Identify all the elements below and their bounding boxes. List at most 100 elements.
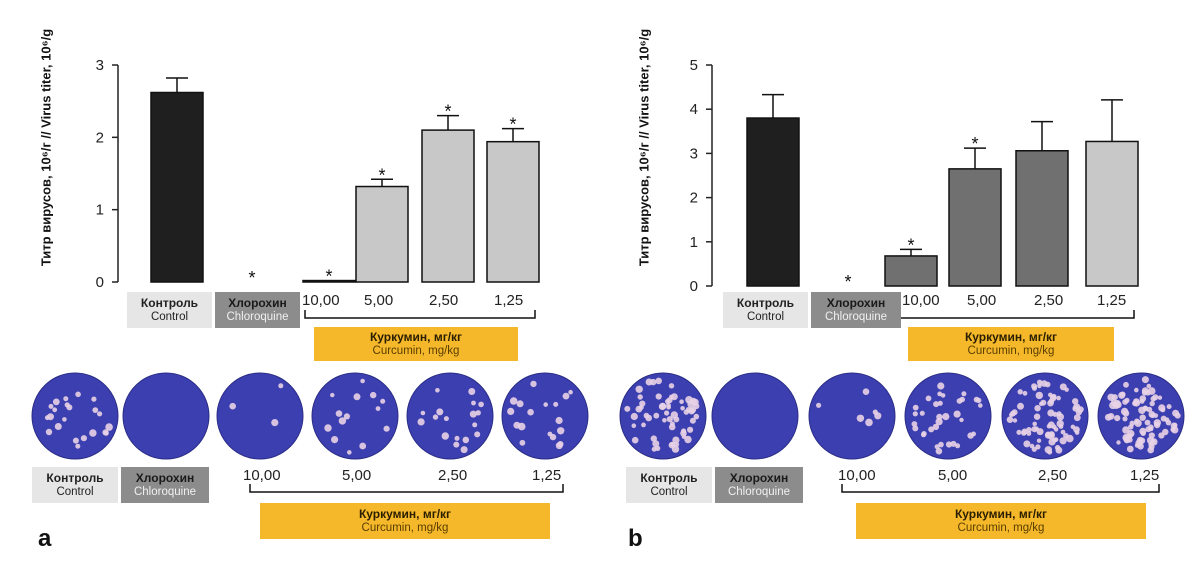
plaque bbox=[543, 402, 548, 407]
plaque bbox=[669, 421, 675, 427]
plaque bbox=[527, 408, 534, 416]
plaque bbox=[681, 428, 687, 434]
curcumin-label-en: Curcumin, mg/kg bbox=[361, 522, 449, 534]
plaque bbox=[631, 436, 639, 444]
plaque bbox=[52, 407, 58, 413]
chloroquine-label-en: Chloroquine bbox=[133, 486, 196, 498]
plaque bbox=[63, 396, 69, 402]
plaque bbox=[689, 417, 696, 424]
y-axis-title-b: Титр вирусов, 10⁶/г // Virus titer, 10⁶/… bbox=[636, 28, 652, 267]
curcumin-label-en: Curcumin, mg/kg bbox=[957, 522, 1045, 534]
plaque bbox=[953, 410, 961, 418]
plaque bbox=[1139, 398, 1145, 404]
plaque bbox=[468, 388, 476, 395]
plaque bbox=[945, 441, 953, 448]
plaque bbox=[331, 436, 339, 444]
plaque bbox=[353, 393, 361, 401]
plaque bbox=[673, 416, 680, 423]
plaque bbox=[669, 441, 675, 447]
plaque bbox=[1134, 387, 1139, 393]
y-tick-label: 3 bbox=[690, 145, 698, 162]
plaque bbox=[417, 418, 425, 426]
plate-curcumin-bracket bbox=[841, 484, 1160, 493]
y-tick-label: 0 bbox=[96, 274, 104, 291]
plate-dose-label: 10,00 bbox=[243, 467, 281, 484]
plaque bbox=[45, 428, 53, 436]
plaque bbox=[469, 410, 477, 418]
plaque bbox=[925, 395, 932, 402]
petri-dish bbox=[122, 372, 210, 460]
plate-dose-label: 1,25 bbox=[532, 467, 562, 484]
bar bbox=[421, 129, 475, 283]
plaque bbox=[1017, 389, 1023, 395]
plaque bbox=[1172, 409, 1180, 417]
dose-label: 2,50 bbox=[1034, 292, 1064, 309]
plaque bbox=[370, 391, 377, 399]
plaque bbox=[1172, 422, 1178, 428]
plaque bbox=[959, 396, 965, 403]
plaque bbox=[624, 405, 631, 412]
plaque bbox=[347, 450, 352, 455]
control-label-en: Control bbox=[150, 311, 189, 323]
plaque bbox=[462, 436, 470, 444]
category-chloroquine-a: Хлорохин Chloroquine bbox=[215, 292, 300, 328]
plate-curcumin-bracket bbox=[249, 484, 564, 493]
plaque bbox=[685, 396, 693, 404]
plaque bbox=[655, 393, 662, 400]
plaque bbox=[1060, 429, 1066, 435]
plaque bbox=[1141, 387, 1149, 395]
curcumin-box-a: Куркумин, мг/кг Curcumin, mg/kg bbox=[314, 327, 518, 361]
plaque bbox=[278, 383, 284, 389]
dose-label: 2,50 bbox=[429, 292, 459, 309]
y-tick-label: 2 bbox=[96, 129, 104, 146]
bar bbox=[1085, 140, 1139, 287]
plaque bbox=[856, 414, 865, 422]
plaque bbox=[509, 397, 518, 405]
plaque bbox=[62, 417, 67, 422]
plaque bbox=[1162, 428, 1169, 436]
plaque bbox=[52, 398, 60, 406]
plate-dose-label: 2,50 bbox=[1038, 467, 1068, 484]
y-tick-label: 4 bbox=[690, 101, 698, 118]
plaque bbox=[693, 403, 700, 410]
plaque bbox=[1022, 390, 1028, 396]
plaque bbox=[1048, 438, 1056, 446]
plaque bbox=[271, 419, 279, 427]
control-label-ru: Контроль bbox=[46, 471, 104, 485]
category-control-a: Контроль Control bbox=[127, 292, 212, 328]
control-label-en: Control bbox=[650, 486, 688, 498]
dose-label: 5,00 bbox=[364, 292, 394, 309]
plaque bbox=[432, 414, 439, 420]
plaque bbox=[1053, 427, 1059, 432]
plaque bbox=[47, 413, 54, 421]
plaque bbox=[1157, 395, 1163, 400]
plaque bbox=[1122, 416, 1128, 422]
plaque bbox=[666, 416, 673, 423]
plaque bbox=[935, 447, 943, 455]
plaque bbox=[1016, 429, 1022, 435]
control-label-en: Control bbox=[746, 311, 785, 323]
plaque bbox=[862, 388, 870, 396]
plaque bbox=[1052, 411, 1058, 417]
plaque bbox=[1152, 394, 1159, 401]
bar bbox=[948, 168, 1002, 287]
curcumin-label-en: Curcumin, mg/kg bbox=[372, 345, 460, 357]
plaque bbox=[978, 403, 983, 408]
bar bbox=[1015, 149, 1069, 287]
plaque bbox=[443, 416, 449, 422]
plaque bbox=[435, 388, 440, 393]
plaque bbox=[338, 417, 347, 425]
control-label-ru: Контроль bbox=[640, 471, 698, 485]
curcumin-label-en: Curcumin, mg/kg bbox=[967, 345, 1055, 357]
plaque bbox=[668, 383, 675, 389]
plaque bbox=[1134, 418, 1140, 424]
plaque bbox=[335, 410, 343, 417]
plaque bbox=[961, 391, 967, 397]
plaque bbox=[672, 436, 680, 444]
chloroquine-label-en: Chloroquine bbox=[226, 311, 289, 323]
plaque bbox=[471, 400, 476, 406]
plaque bbox=[1072, 398, 1079, 405]
plaque bbox=[343, 413, 350, 420]
plate-dose-label: 5,00 bbox=[938, 467, 968, 484]
